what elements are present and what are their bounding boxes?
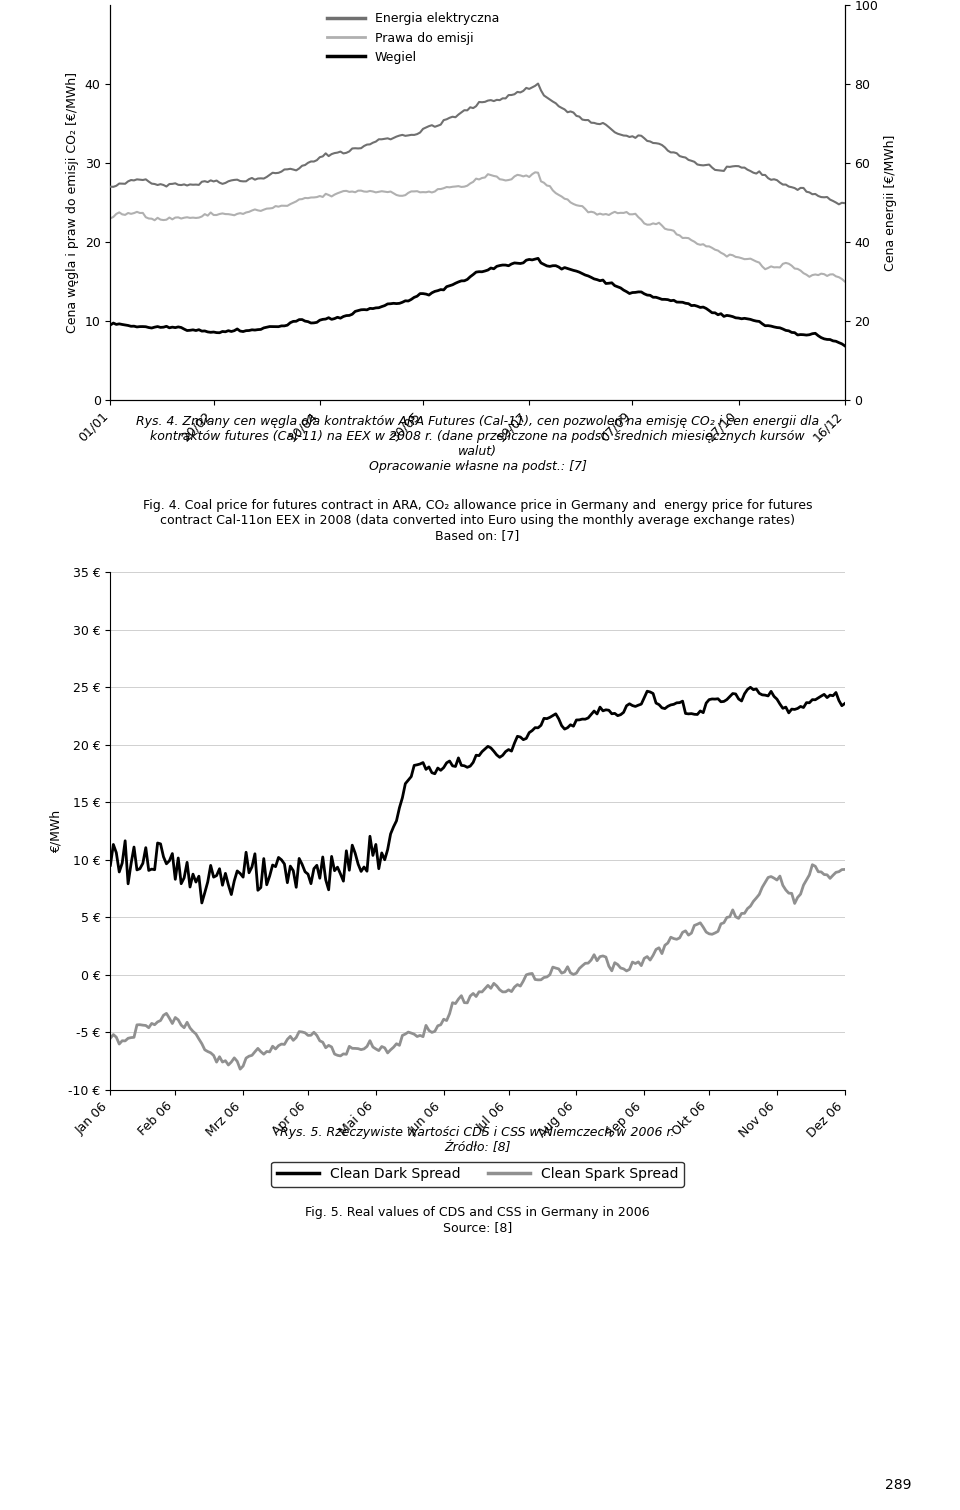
Text: Rys. 5. Rzeczywiste wartości CDS i CSS w Niemczech w 2006 r.
Źródło: [8]: Rys. 5. Rzeczywiste wartości CDS i CSS w… [280, 1126, 675, 1154]
Legend: Clean Dark Spread, Clean Spark Spread: Clean Dark Spread, Clean Spark Spread [272, 1161, 684, 1187]
Text: Fig. 5. Real values of CDS and CSS in Germany in 2006
Source: [8]: Fig. 5. Real values of CDS and CSS in Ge… [305, 1206, 650, 1234]
Y-axis label: Cena energii [€/MWh]: Cena energii [€/MWh] [884, 134, 897, 270]
Y-axis label: Cena węgla i praw do emisji CO₂ [€/MWh]: Cena węgla i praw do emisji CO₂ [€/MWh] [66, 72, 80, 334]
Text: 289: 289 [885, 1478, 912, 1492]
Y-axis label: €/MWh: €/MWh [50, 809, 62, 853]
Legend: Energia elektryczna, Prawa do emisji, Wegiel: Energia elektryczna, Prawa do emisji, We… [323, 8, 504, 69]
Text: Rys. 4. Zmiany cen węgla dla kontraktów ARA Futures (Cal-11), cen pozwoleń na em: Rys. 4. Zmiany cen węgla dla kontraktów … [136, 415, 819, 474]
Text: Fig. 4. Coal price for futures contract in ARA, CO₂ allowance price in Germany a: Fig. 4. Coal price for futures contract … [143, 500, 812, 542]
